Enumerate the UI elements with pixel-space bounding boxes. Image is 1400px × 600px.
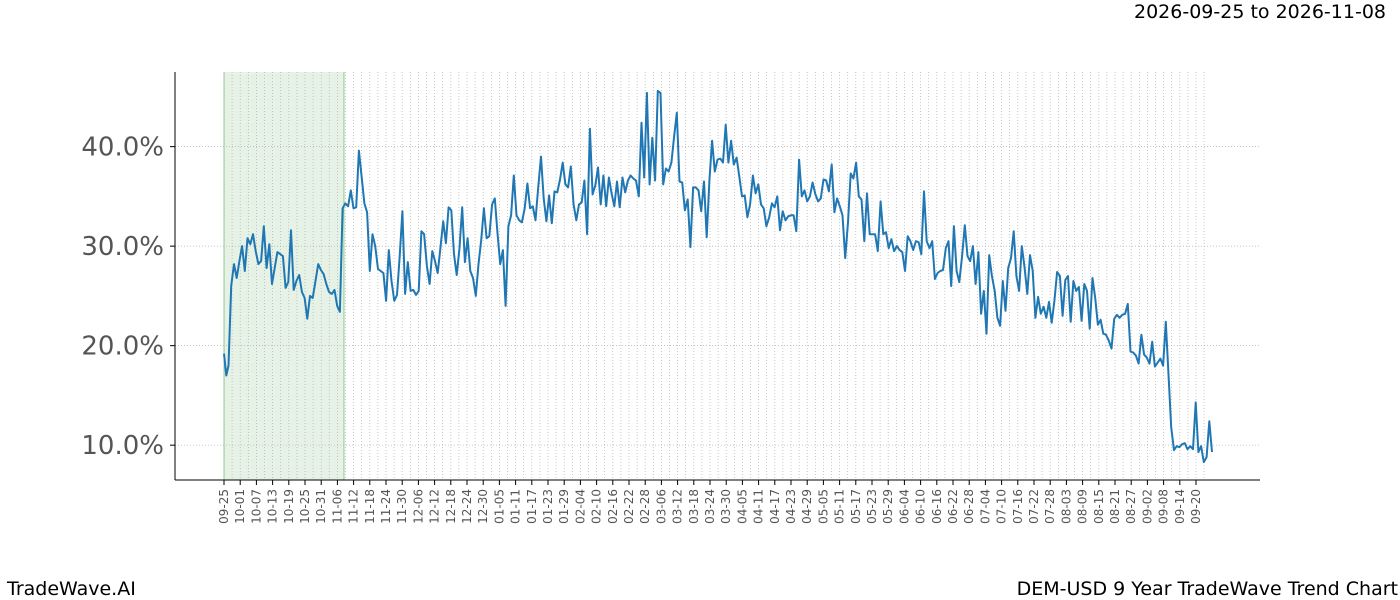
x-tick-label: 05-29 — [881, 489, 895, 524]
chart-title: DEM-USD 9 Year TradeWave Trend Chart — [1016, 578, 1398, 600]
x-tick-label: 07-04 — [978, 489, 992, 524]
x-tick-label: 03-24 — [703, 489, 717, 524]
x-tick-label: 04-23 — [784, 489, 798, 524]
x-tick-label: 10-25 — [298, 489, 312, 524]
x-tick-label: 02-10 — [590, 489, 604, 524]
x-tick-label: 04-17 — [768, 489, 782, 524]
x-tick-label: 04-11 — [752, 489, 766, 524]
x-tick-label: 10-01 — [233, 489, 247, 524]
x-tick-label: 12-12 — [428, 489, 442, 524]
x-tick-label: 11-30 — [395, 489, 409, 524]
series-line — [223, 89, 1213, 464]
x-tick-label: 03-12 — [671, 489, 685, 524]
x-tick-label: 01-17 — [525, 489, 539, 524]
x-tick-label: 06-10 — [914, 489, 928, 524]
x-tick-label: 11-12 — [347, 489, 361, 524]
x-tick-label: 02-04 — [573, 489, 587, 524]
y-tick-label: 30.0% — [81, 232, 164, 262]
x-tick-label: 10-13 — [266, 489, 280, 524]
x-tick-label: 01-11 — [509, 489, 523, 524]
x-tick-label: 04-29 — [800, 489, 814, 524]
x-tick-label: 10-31 — [314, 489, 328, 524]
x-tick-label: 07-28 — [1043, 489, 1057, 524]
series-layer — [223, 89, 1213, 464]
x-tick-label: 08-03 — [1059, 489, 1073, 524]
x-tick-label: 01-23 — [541, 489, 555, 524]
x-tick-label: 07-16 — [1011, 489, 1025, 524]
x-tick-label: 05-23 — [865, 489, 879, 524]
date-range-label: 2026-09-25 to 2026-11-08 — [1134, 1, 1386, 23]
y-tick-label: 10.0% — [81, 431, 164, 461]
x-tick-label: 09-20 — [1189, 489, 1203, 524]
x-tick-label: 01-05 — [492, 489, 506, 524]
x-tick-label: 06-28 — [962, 489, 976, 524]
x-tick-label: 08-27 — [1124, 489, 1138, 524]
x-tick-label: 11-18 — [363, 489, 377, 524]
x-tick-label: 12-06 — [411, 489, 425, 524]
x-tick-label: 09-25 — [217, 489, 231, 524]
x-tick-label: 12-30 — [476, 489, 490, 524]
x-tick-label: 01-29 — [557, 489, 571, 524]
axes-layer — [174, 72, 1260, 481]
x-tick-label: 02-22 — [622, 489, 636, 524]
x-tick-label: 12-24 — [460, 489, 474, 524]
x-tick-label: 03-30 — [719, 489, 733, 524]
x-tick-label: 06-04 — [897, 489, 911, 524]
x-tick-label: 11-06 — [330, 489, 344, 524]
x-tick-label: 02-28 — [638, 489, 652, 524]
x-tick-label: 11-24 — [379, 489, 393, 524]
x-tick-label: 03-06 — [654, 489, 668, 524]
x-tick-label: 05-11 — [833, 489, 847, 524]
y-tick-label: 40.0% — [81, 133, 164, 163]
x-tick-label: 06-22 — [946, 489, 960, 524]
x-tick-label: 06-16 — [930, 489, 944, 524]
x-tick-label: 10-19 — [282, 489, 296, 524]
x-tick-label: 03-18 — [687, 489, 701, 524]
y-tick-layer: 10.0% 20.0% 30.0% 40.0% — [81, 133, 175, 461]
x-tick-label: 09-08 — [1157, 489, 1171, 524]
x-tick-label: 02-16 — [606, 489, 620, 524]
x-tick-label: 04-05 — [735, 489, 749, 524]
x-tick-label: 12-18 — [444, 489, 458, 524]
x-tick-layer: 09-25 10-01 10-07 10-13 10-19 10-25 10-31 11-06… — [217, 480, 1203, 524]
brand-label: TradeWave.AI — [7, 578, 136, 600]
x-tick-label: 09-02 — [1140, 489, 1154, 524]
x-tick-label: 07-10 — [995, 489, 1009, 524]
y-tick-label: 20.0% — [81, 332, 164, 362]
x-tick-label: 08-21 — [1108, 489, 1122, 524]
x-tick-label: 07-22 — [1027, 489, 1041, 524]
x-tick-label: 09-14 — [1173, 489, 1187, 524]
x-tick-label: 05-17 — [849, 489, 863, 524]
x-tick-label: 08-15 — [1092, 489, 1106, 524]
x-tick-label: 10-07 — [249, 489, 263, 524]
x-tick-label: 08-09 — [1076, 489, 1090, 524]
x-tick-label: 05-05 — [816, 489, 830, 524]
